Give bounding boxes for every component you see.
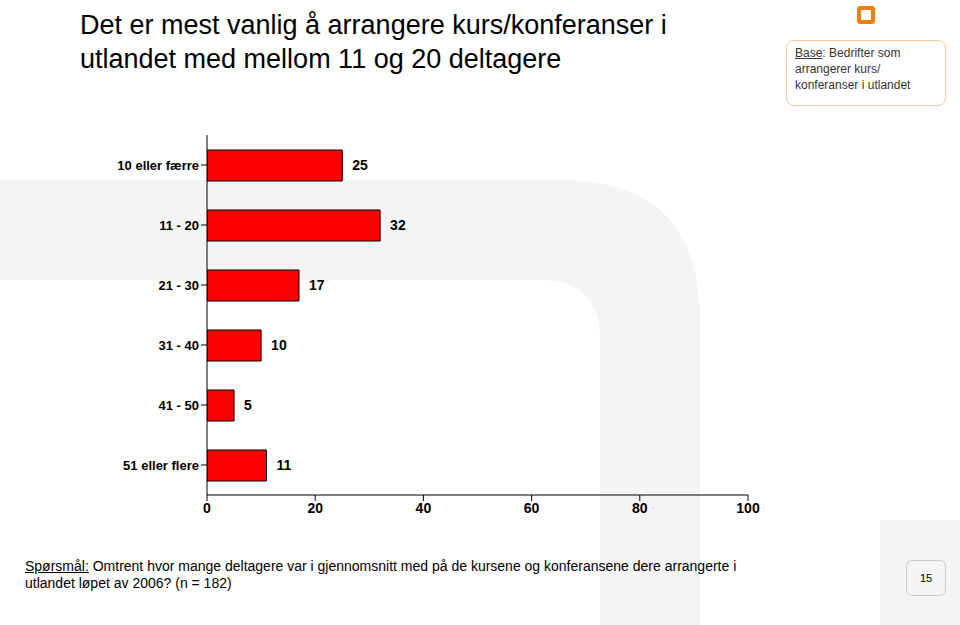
svg-text:0: 0 bbox=[203, 500, 211, 516]
svg-text:41 - 50: 41 - 50 bbox=[159, 398, 199, 413]
svg-text:51 eller flere: 51 eller flere bbox=[123, 458, 199, 473]
svg-text:21 - 30: 21 - 30 bbox=[159, 278, 199, 293]
html-text:Base: Bedrifter som arrangerer: Base: Bedrifter som arrangerer kurs/ kon… bbox=[795, 46, 911, 92]
html-text:Det er mest vanlig å arrangere: Det er mest vanlig å arrangere kurs/konf… bbox=[80, 10, 667, 74]
svg-text:60: 60 bbox=[524, 500, 540, 516]
svg-text:10: 10 bbox=[271, 337, 287, 353]
svg-text:31 - 40: 31 - 40 bbox=[159, 338, 199, 353]
svg-text:5: 5 bbox=[244, 397, 252, 413]
svg-text:11 - 20: 11 - 20 bbox=[159, 218, 199, 233]
html-text:Spørsmål: Omtrent hvor mange d: Spørsmål: Omtrent hvor mange deltagere v… bbox=[25, 558, 737, 591]
svg-text:11: 11 bbox=[277, 457, 292, 473]
svg-text:25: 25 bbox=[352, 157, 368, 173]
svg-text:80: 80 bbox=[632, 500, 648, 516]
svg-text:40: 40 bbox=[416, 500, 432, 516]
html-text:15: 15 bbox=[919, 572, 933, 584]
svg-text:20: 20 bbox=[307, 500, 323, 516]
svg-text:17: 17 bbox=[309, 277, 325, 293]
svg-text:10 eller færre: 10 eller færre bbox=[117, 158, 199, 173]
svg-text:100: 100 bbox=[736, 500, 760, 516]
svg-text:32: 32 bbox=[390, 217, 406, 233]
